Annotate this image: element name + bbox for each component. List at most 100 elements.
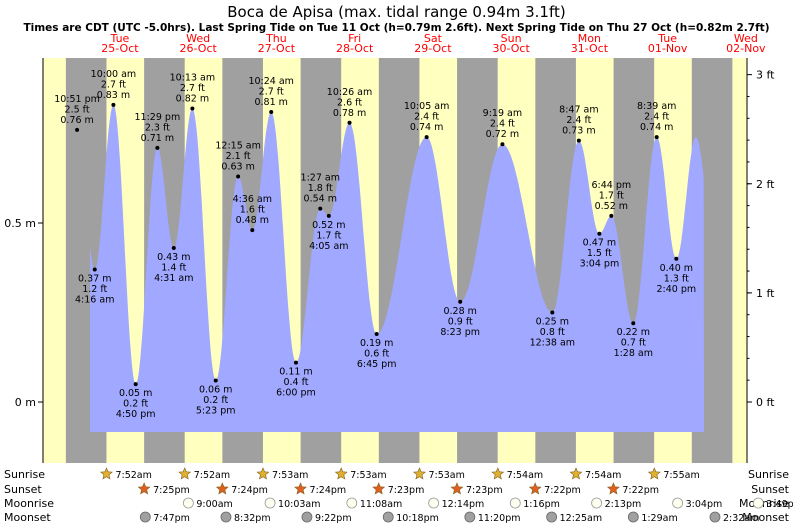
moonrise-icon	[182, 497, 194, 509]
tide-m: 0.82 m	[176, 93, 209, 104]
moonrise-time: 11:08am	[360, 499, 402, 510]
chart-title: Boca de Apisa (max. tidal range 0.94m 3.…	[227, 3, 565, 21]
day-date: 26-Oct	[180, 42, 218, 55]
moonrise-time: 10:03am	[278, 499, 320, 510]
tide-time: 10:05 am	[404, 101, 449, 112]
tide-m: 0.52 m	[595, 201, 628, 212]
sunrise-icon	[569, 467, 583, 480]
sunset-time: 7:22pm	[622, 485, 659, 496]
moonset-icon	[220, 511, 232, 523]
tide-m: 0.25 m	[536, 317, 569, 328]
tide-point	[75, 127, 80, 132]
tide-m: 0.37 m	[78, 274, 111, 285]
tide-time: 1:28 am	[614, 348, 653, 359]
moonset-row-label-right: Moonset	[742, 511, 789, 524]
tide-time: 9:19 am	[483, 108, 522, 119]
tide-point	[326, 213, 331, 218]
sunrise-time: 7:52am	[115, 470, 151, 481]
tide-time: 6:44 pm	[591, 180, 631, 191]
tide-m: 0.73 m	[562, 126, 595, 137]
tide-m: 0.47 m	[583, 238, 616, 249]
tide-point	[213, 378, 218, 383]
day-date: 31-Oct	[571, 42, 609, 55]
y-tick-label-m: 0 m	[15, 396, 36, 409]
tide-m: 0.71 m	[141, 133, 174, 144]
day-weekday: Sat	[424, 32, 443, 45]
moonset-icon	[627, 511, 639, 523]
moonrise-row-label-left: Moonrise	[4, 497, 54, 510]
tide-m: 0.05 m	[119, 388, 152, 399]
tide-point	[318, 206, 323, 211]
moonrise-icon	[346, 497, 358, 509]
day-weekday: Sun	[501, 32, 522, 45]
tide-m: 0.19 m	[360, 338, 393, 349]
tide-time: 4:31 am	[154, 273, 193, 284]
tide-point	[236, 174, 241, 179]
sunrise-icon	[413, 467, 426, 480]
tide-point	[111, 102, 116, 107]
tide-time: 8:39 am	[637, 101, 676, 112]
sunset-time: 7:23pm	[466, 485, 503, 496]
tide-point	[92, 267, 97, 272]
sunrise-time: 7:53am	[428, 470, 464, 481]
day-date: 28-Oct	[336, 42, 374, 55]
tide-ft: 1.2 ft	[82, 284, 107, 295]
day-weekday: Wed	[186, 32, 210, 45]
moonrise-row-label-right: Moonrise	[739, 497, 789, 510]
sunrise-icon	[100, 467, 113, 480]
day-date: 02-Nov	[726, 42, 766, 55]
tide-point	[171, 246, 176, 251]
tide-point	[133, 382, 138, 387]
tide-time: 10:26 am	[327, 87, 372, 98]
sunset-row-label-right: Sunset	[751, 483, 789, 496]
tide-point	[550, 310, 555, 315]
tide-time: 8:47 am	[559, 105, 598, 116]
tide-ft: 0.9 ft	[448, 316, 473, 327]
moonset-time: 10:18pm	[396, 513, 439, 524]
tide-point	[190, 106, 195, 111]
tide-ft: 2.7 ft	[180, 83, 205, 94]
tide-point	[500, 142, 505, 147]
sunset-icon	[450, 482, 464, 495]
tide-time: 10:00 am	[91, 69, 136, 80]
tide-point	[597, 231, 602, 236]
moonrise-icon	[591, 497, 603, 509]
sunrise-row-label-left: Sunrise	[4, 468, 45, 481]
tide-ft: 1.6 ft	[240, 205, 265, 216]
tide-ft: 1.8 ft	[308, 183, 333, 194]
tide-point	[631, 321, 636, 326]
tide-m: 0.78 m	[333, 108, 366, 119]
sunset-time: 7:23pm	[388, 485, 425, 496]
tide-time: 4:50 pm	[116, 409, 156, 420]
sunrise-icon	[491, 467, 505, 480]
moonset-time: 9:22pm	[315, 513, 352, 524]
tide-time: 11:29 pm	[135, 112, 181, 123]
tide-time: 12:15 am	[215, 140, 260, 151]
tide-time: 10:24 am	[248, 76, 293, 87]
sunrise-icon	[178, 467, 192, 480]
moonset-row-label-left: Moonset	[4, 511, 51, 524]
sunrise-icon	[647, 467, 661, 480]
tide-time: 4:05 am	[309, 241, 348, 252]
y-tick-label-ft: 2 ft	[756, 178, 775, 191]
y-tick-label-m: 0.5 m	[4, 217, 36, 230]
day-weekday: Wed	[734, 32, 758, 45]
tide-time: 6:00 pm	[276, 388, 316, 399]
tide-ft: 0.4 ft	[283, 377, 308, 388]
sunrise-icon	[256, 467, 270, 480]
tide-ft: 2.1 ft	[226, 151, 251, 162]
tide-ft: 1.3 ft	[664, 273, 689, 284]
moonrise-icon	[428, 497, 440, 509]
day-weekday: Tue	[110, 32, 130, 45]
moonrise-time: 3:49pm	[766, 499, 793, 510]
sunrise-time: 7:54am	[585, 470, 621, 481]
tide-ft: 2.4 ft	[490, 119, 515, 130]
tide-ft: 2.7 ft	[101, 79, 126, 90]
tide-ft: 2.4 ft	[414, 112, 439, 123]
moonrise-icon	[672, 497, 684, 509]
sunrise-time: 7:52am	[194, 470, 230, 481]
sunset-row-label-left: Sunset	[4, 483, 42, 496]
tide-ft: 0.2 ft	[203, 395, 228, 406]
y-tick-label-ft: 0 ft	[756, 396, 775, 409]
sunset-icon	[137, 482, 151, 495]
